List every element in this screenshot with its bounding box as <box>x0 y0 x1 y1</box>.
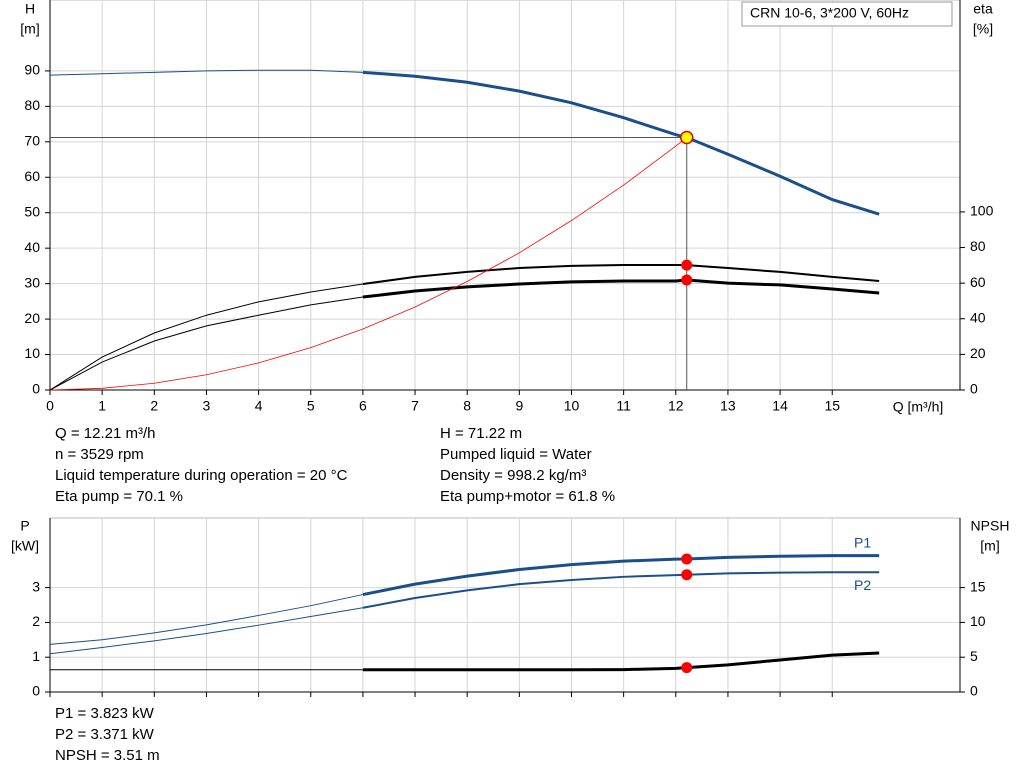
y-tick-label: 90 <box>24 62 40 78</box>
y-tick-label: 2 <box>32 613 40 629</box>
x-tick-label: 13 <box>720 398 736 414</box>
duty-point <box>681 553 693 565</box>
x-tick-label: 3 <box>203 398 211 414</box>
y-tick-label: 80 <box>24 97 40 113</box>
y-tick-label: 3 <box>32 578 40 594</box>
x-tick-label: 0 <box>46 398 54 414</box>
curve <box>362 554 880 597</box>
y2-axis-unit: [m] <box>980 538 999 554</box>
x-tick-label: 5 <box>307 398 315 414</box>
curve <box>49 607 363 655</box>
curve <box>49 594 363 645</box>
x-tick-label: 8 <box>463 398 471 414</box>
title: CRN 10-6, 3*200 V, 60Hz <box>750 5 909 21</box>
y-tick-label: 10 <box>24 345 40 361</box>
duty-point <box>679 130 694 145</box>
duty-point <box>681 662 693 674</box>
curve <box>49 137 687 391</box>
y-tick-label: 60 <box>24 168 40 184</box>
y2-tick-label: 5 <box>970 648 978 664</box>
x-tick-label: 2 <box>150 398 158 414</box>
y-tick-label: 0 <box>32 683 40 699</box>
y2-tick-label: 100 <box>970 203 994 219</box>
x-tick-label: 14 <box>772 398 788 414</box>
y-tick-label: 0 <box>32 381 40 397</box>
x-tick-label: 7 <box>411 398 419 414</box>
curve <box>49 283 363 391</box>
curve-label: P1 <box>854 534 871 550</box>
info-line: Pumped liquid = Water <box>440 446 592 463</box>
y-axis-unit: [m] <box>20 21 39 37</box>
info-line: Eta pump+motor = 61.8 % <box>440 488 615 505</box>
x-tick-label: 6 <box>359 398 367 414</box>
info-line: Q = 12.21 m³/h <box>55 425 155 442</box>
y-tick-label: 50 <box>24 203 40 219</box>
info-line: Liquid temperature during operation = 20… <box>55 467 348 484</box>
y-tick-label: 40 <box>24 239 40 255</box>
y2-axis-unit: [%] <box>973 21 993 37</box>
curve <box>362 263 880 286</box>
x-tick-label: 11 <box>616 398 631 414</box>
y-tick-label: 1 <box>32 648 40 664</box>
duty-point <box>681 274 693 286</box>
x-tick-label: 10 <box>564 398 580 414</box>
y-axis-label: P <box>20 518 29 534</box>
x-tick-label: 15 <box>824 398 840 414</box>
x-tick-label: 1 <box>98 398 106 414</box>
duty-point <box>681 569 693 581</box>
y-axis-label: H <box>25 1 35 17</box>
curve <box>362 571 880 609</box>
y2-tick-label: 60 <box>970 274 986 290</box>
y-tick-label: 70 <box>24 133 40 149</box>
info-line: Density = 998.2 kg/m³ <box>440 467 586 484</box>
curve <box>362 651 880 672</box>
y-tick-label: 20 <box>24 310 40 326</box>
y2-tick-label: 0 <box>970 381 978 397</box>
info-line: Eta pump = 70.1 % <box>55 488 183 505</box>
x-tick-label: 9 <box>515 398 523 414</box>
info-line: P2 = 3.371 kW <box>55 726 155 743</box>
curve <box>49 69 363 76</box>
y2-tick-label: 20 <box>970 345 986 361</box>
y2-tick-label: 40 <box>970 309 986 325</box>
y2-tick-label: 0 <box>970 683 978 699</box>
x-tick-label: 4 <box>255 398 263 414</box>
curve <box>362 278 880 299</box>
info-line: n = 3529 rpm <box>55 446 144 463</box>
y2-tick-label: 10 <box>970 613 986 629</box>
x-tick-label: 12 <box>668 398 684 414</box>
y-tick-label: 30 <box>24 274 40 290</box>
y2-axis-label: eta <box>973 1 993 17</box>
x-axis-label: Q [m³/h] <box>893 399 944 415</box>
info-line: NPSH = 3.51 m <box>55 747 160 764</box>
y2-axis-label: NPSH <box>971 518 1010 534</box>
duty-point <box>681 259 693 271</box>
curve <box>49 296 363 391</box>
y-axis-unit: [kW] <box>11 538 39 554</box>
curve-label: P2 <box>854 577 871 593</box>
title-box <box>741 1 953 27</box>
info-line: H = 71.22 m <box>440 425 522 442</box>
y2-tick-label: 15 <box>970 578 986 594</box>
info-line: P1 = 3.823 kW <box>55 705 155 722</box>
curve <box>362 70 880 216</box>
y2-tick-label: 80 <box>970 238 986 254</box>
